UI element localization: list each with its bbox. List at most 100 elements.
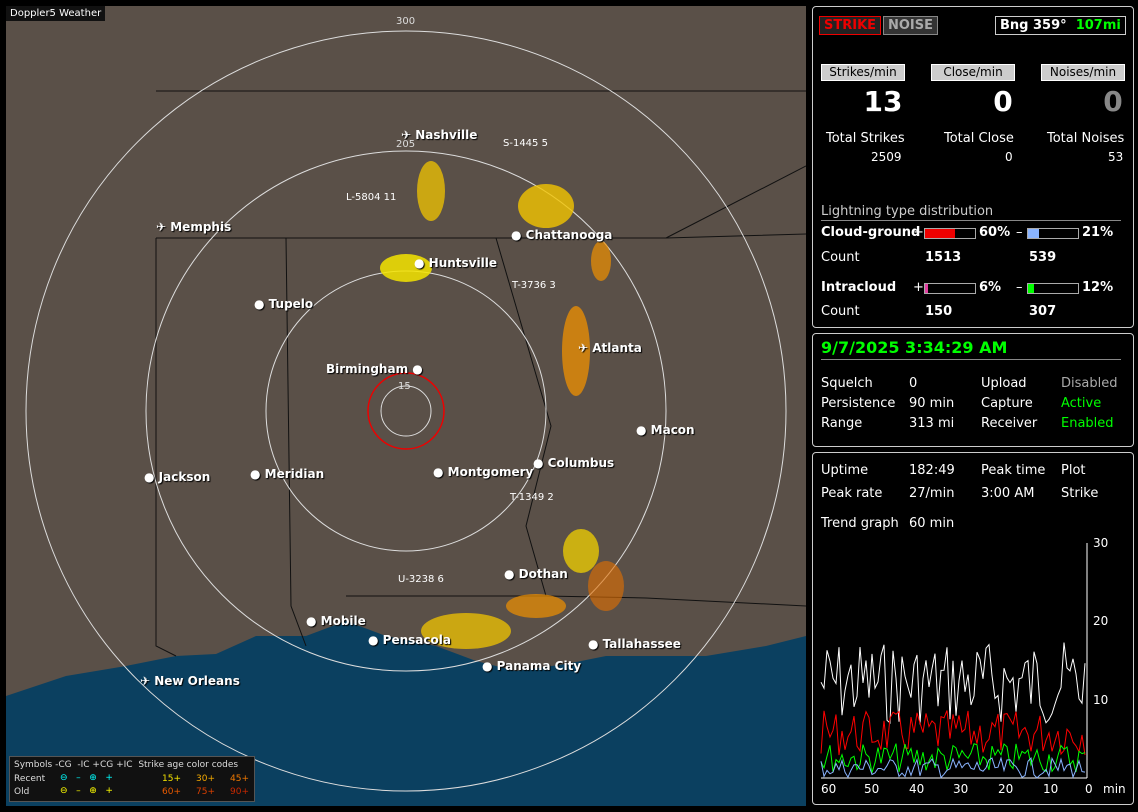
y-tick-20: 20 xyxy=(1093,614,1109,628)
peak-time-label: Peak time xyxy=(981,463,1046,478)
noises-min-value: 0 xyxy=(1103,85,1123,118)
storm-tag[interactable]: S-1445 5 xyxy=(503,138,548,149)
cg-minus-bar xyxy=(1027,228,1079,239)
intracloud-label: Intracloud xyxy=(821,280,897,295)
ic-plus-sign: + xyxy=(913,280,924,295)
trend-series-line xyxy=(820,710,1086,756)
peak-rate-value: 27/min xyxy=(909,486,955,501)
legend-old-row: Old xyxy=(14,787,30,797)
strike-stats-panel: STRIKE NOISE Bng 359° 107mi Strikes/min … xyxy=(812,6,1134,328)
y-tick-30: 30 xyxy=(1093,536,1109,550)
plot-value[interactable]: Strike xyxy=(1061,486,1099,501)
x-tick-10: 10 xyxy=(1043,782,1059,796)
ic-plus-count: 150 xyxy=(925,304,953,319)
city-macon: ● Macon xyxy=(636,423,695,437)
persistence-value: 90 min xyxy=(909,396,955,411)
status-divider xyxy=(821,359,1121,360)
noise-toggle-button[interactable]: NOISE xyxy=(883,16,939,35)
radar-map[interactable]: Doppler5 Weather 300 205 15 ✈ Nashville … xyxy=(6,6,806,806)
cg-plus-bar xyxy=(924,228,976,239)
receiver-value[interactable]: Enabled xyxy=(1061,416,1114,431)
city-montgomery: ● Montgomery xyxy=(433,465,534,479)
x-tick-20: 20 xyxy=(998,782,1014,796)
cg-plus-count: 1513 xyxy=(925,250,962,265)
recent-age-3: 45+ xyxy=(230,774,249,784)
total-close-value: 0 xyxy=(1005,150,1013,164)
storm-tag[interactable]: T-1349 2 xyxy=(510,492,554,503)
strikes-min-label: Strikes/min xyxy=(821,64,905,81)
cloud-ground-label: Cloud-ground xyxy=(821,225,921,240)
total-close-label: Total Close xyxy=(944,131,1014,146)
y-tick-10: 10 xyxy=(1093,693,1109,707)
city-tallahassee: ● Tallahassee xyxy=(588,637,681,651)
city-chattanooga: ● Chattanooga xyxy=(511,228,613,242)
range-rings xyxy=(25,30,787,792)
cg-plus-pct: 60% xyxy=(979,225,1011,240)
city-jackson: ● Jackson xyxy=(144,470,211,484)
legend-recent-row: Recent xyxy=(14,774,46,784)
persistence-label: Persistence xyxy=(821,396,896,411)
noises-min-label: Noises/min xyxy=(1041,64,1125,81)
capture-value[interactable]: Active xyxy=(1061,396,1102,411)
squelch-label: Squelch xyxy=(821,376,873,391)
storm-tag[interactable]: T-3736 3 xyxy=(512,280,556,291)
trend-series-line xyxy=(820,642,1086,725)
map-svg xyxy=(6,30,806,806)
city-dothan: ● Dothan xyxy=(504,567,568,581)
distribution-title: Lightning type distribution xyxy=(821,204,994,219)
ring-label-300: 300 xyxy=(396,16,416,27)
cg-plus-sign: + xyxy=(913,225,924,240)
trend-graph-label: Trend graph xyxy=(821,516,899,531)
app-title: Doppler5 Weather xyxy=(6,6,106,21)
total-strikes-value: 2509 xyxy=(871,150,902,164)
total-noises-label: Total Noises xyxy=(1047,131,1125,146)
range-label: Range xyxy=(821,416,863,431)
receiver-label: Receiver xyxy=(981,416,1038,431)
x-tick-40: 40 xyxy=(909,782,925,796)
bearing-readout: Bng 359° 107mi xyxy=(995,16,1126,35)
storm-tag[interactable]: L-5804 11 xyxy=(346,192,397,203)
symbol-legend: Symbols -CG -IC +CG +IC Strike age color… xyxy=(9,756,255,802)
city-columbus: ● Columbus xyxy=(533,456,615,470)
cg-minus-count: 539 xyxy=(1029,250,1057,265)
status-panel: 9/7/2025 3:34:29 AM Squelch 0 Upload Dis… xyxy=(812,333,1134,447)
cg-minus-sign: – xyxy=(1016,225,1023,240)
trend-series-line xyxy=(820,756,1086,779)
city-pensacola: ● Pensacola xyxy=(368,633,451,647)
trend-graph-value[interactable]: 60 min xyxy=(909,516,955,531)
close-min-label: Close/min xyxy=(931,64,1015,81)
distribution-divider xyxy=(821,220,1121,221)
old-age-3: 90+ xyxy=(230,787,249,797)
city-atlanta: ✈ Atlanta xyxy=(578,341,642,355)
close-range-ring xyxy=(367,372,445,450)
x-tick-0: 0 xyxy=(1085,782,1093,796)
strikes-min-value: 13 xyxy=(863,85,903,118)
upload-value[interactable]: Disabled xyxy=(1061,376,1118,391)
ring-label-205: 205 xyxy=(396,139,416,150)
city-nashville: ✈ Nashville xyxy=(401,128,478,142)
city-new-orleans: ✈ New Orleans xyxy=(140,674,240,688)
strike-toggle-button[interactable]: STRIKE xyxy=(819,16,882,35)
ic-minus-pct: 12% xyxy=(1082,280,1114,295)
datetime: 9/7/2025 3:34:29 AM xyxy=(821,338,1008,357)
storm-tag[interactable]: U-3238 6 xyxy=(398,574,444,585)
city-tupelo: ● Tupelo xyxy=(254,297,314,311)
legend-header: Symbols -CG -IC +CG +IC Strike age color… xyxy=(14,760,239,770)
city-meridian: ● Meridian xyxy=(250,467,325,481)
strike-clusters xyxy=(380,161,624,649)
ic-count-label: Count xyxy=(821,304,860,319)
ic-minus-sign: – xyxy=(1016,280,1023,295)
upload-label: Upload xyxy=(981,376,1027,391)
ring-label-15: 15 xyxy=(398,381,411,392)
range-value: 313 mi xyxy=(909,416,955,431)
old-symbols-icon: ⊖ – ⊕ + xyxy=(60,786,113,796)
peak-rate-label: Peak rate xyxy=(821,486,883,501)
total-strikes-label: Total Strikes xyxy=(826,131,905,146)
plot-label: Plot xyxy=(1061,463,1086,478)
peak-time-value: 3:00 AM xyxy=(981,486,1035,501)
city-panama-city: ● Panama City xyxy=(482,659,582,673)
trend-graph xyxy=(820,543,1088,779)
ic-plus-bar xyxy=(924,283,976,294)
x-tick-50: 50 xyxy=(864,782,880,796)
old-age-1: 60+ xyxy=(162,787,181,797)
